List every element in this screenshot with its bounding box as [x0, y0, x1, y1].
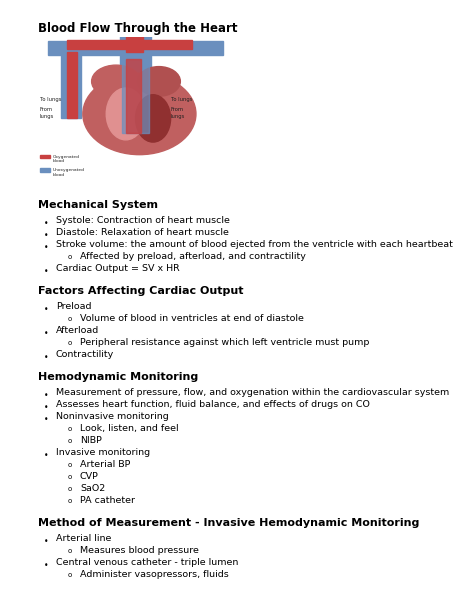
Text: Systole: Contraction of heart muscle: Systole: Contraction of heart muscle	[56, 216, 230, 225]
Text: o: o	[68, 572, 72, 578]
Text: lungs: lungs	[171, 113, 185, 119]
Text: •: •	[44, 403, 48, 412]
Ellipse shape	[136, 95, 171, 142]
Text: •: •	[44, 243, 48, 252]
Bar	[143, 40, 192, 49]
Text: o: o	[68, 426, 72, 432]
Text: •: •	[44, 267, 48, 276]
Text: SaO2: SaO2	[80, 484, 105, 493]
Text: Afterload: Afterload	[56, 326, 99, 335]
Text: •: •	[44, 391, 48, 400]
Text: •: •	[44, 415, 48, 424]
Bar	[48, 42, 130, 55]
Bar	[151, 42, 223, 55]
Text: Arterial line: Arterial line	[56, 534, 111, 543]
Text: Peripheral resistance against which left ventricle must pump: Peripheral resistance against which left…	[80, 338, 369, 347]
Text: From: From	[171, 107, 184, 112]
Text: blood: blood	[53, 173, 65, 177]
Text: Blood Flow Through the Heart: Blood Flow Through the Heart	[38, 22, 237, 35]
Text: Unoxygenated: Unoxygenated	[53, 168, 85, 172]
Text: Hemodynamic Monitoring: Hemodynamic Monitoring	[38, 372, 198, 382]
Text: o: o	[68, 438, 72, 444]
Text: To lungs: To lungs	[40, 97, 62, 102]
Text: To lungs: To lungs	[171, 97, 192, 102]
Text: PA catheter: PA catheter	[80, 496, 135, 505]
Text: Method of Measurement - Invasive Hemodynamic Monitoring: Method of Measurement - Invasive Hemodyn…	[38, 518, 419, 528]
Text: o: o	[68, 254, 72, 260]
Text: Measures blood pressure: Measures blood pressure	[80, 546, 199, 555]
Text: •: •	[44, 305, 48, 314]
Text: •: •	[44, 231, 48, 240]
Text: blood: blood	[53, 159, 65, 163]
Text: Preload: Preload	[56, 302, 91, 311]
Text: Mechanical System: Mechanical System	[38, 200, 158, 210]
Text: o: o	[68, 486, 72, 492]
Text: Stroke volume: the amount of blood ejected from the ventricle with each heartbea: Stroke volume: the amount of blood eject…	[56, 240, 453, 249]
Text: Administer vasopressors, fluids: Administer vasopressors, fluids	[80, 570, 229, 579]
Text: •: •	[44, 451, 48, 460]
Bar	[67, 40, 128, 49]
Bar	[126, 59, 141, 133]
Text: Cardiac Output = SV x HR: Cardiac Output = SV x HR	[56, 264, 180, 273]
Text: Assesses heart function, fluid balance, and effects of drugs on CO: Assesses heart function, fluid balance, …	[56, 400, 370, 409]
Text: Look, listen, and feel: Look, listen, and feel	[80, 424, 179, 433]
Text: Invasive monitoring: Invasive monitoring	[56, 448, 150, 457]
Text: Volume of blood in ventricles at end of diastole: Volume of blood in ventricles at end of …	[80, 314, 304, 323]
Text: •: •	[44, 329, 48, 338]
Bar	[120, 29, 151, 82]
Ellipse shape	[91, 65, 140, 97]
Bar	[122, 59, 149, 133]
Text: o: o	[68, 548, 72, 554]
Text: o: o	[68, 474, 72, 480]
Text: o: o	[68, 462, 72, 468]
Text: Oxygenated: Oxygenated	[53, 155, 80, 159]
Text: o: o	[68, 340, 72, 346]
Text: From: From	[40, 107, 53, 112]
Text: Central venous catheter - triple lumen: Central venous catheter - triple lumen	[56, 558, 238, 567]
Text: CVP: CVP	[80, 472, 99, 481]
Text: Arterial BP: Arterial BP	[80, 460, 130, 469]
Ellipse shape	[106, 88, 145, 140]
Bar	[126, 34, 143, 52]
Text: •: •	[44, 353, 48, 362]
Text: Measurement of pressure, flow, and oxygenation within the cardiovascular system: Measurement of pressure, flow, and oxyge…	[56, 388, 449, 397]
Text: lungs: lungs	[40, 113, 55, 119]
Text: Factors Affecting Cardiac Output: Factors Affecting Cardiac Output	[38, 286, 244, 296]
Bar	[40, 168, 50, 172]
Text: •: •	[44, 537, 48, 546]
Text: Noninvasive monitoring: Noninvasive monitoring	[56, 412, 169, 421]
Text: Diastole: Relaxation of heart muscle: Diastole: Relaxation of heart muscle	[56, 228, 229, 237]
Bar	[40, 154, 50, 158]
Bar	[62, 52, 81, 118]
Text: o: o	[68, 316, 72, 322]
Ellipse shape	[137, 67, 180, 96]
Text: o: o	[68, 498, 72, 504]
Text: NIBP: NIBP	[80, 436, 102, 445]
Text: •: •	[44, 561, 48, 570]
Text: •: •	[44, 219, 48, 228]
Text: Affected by preload, afterload, and contractility: Affected by preload, afterload, and cont…	[80, 252, 306, 261]
Bar	[67, 52, 77, 118]
Ellipse shape	[83, 74, 196, 154]
Text: Contractility: Contractility	[56, 350, 114, 359]
